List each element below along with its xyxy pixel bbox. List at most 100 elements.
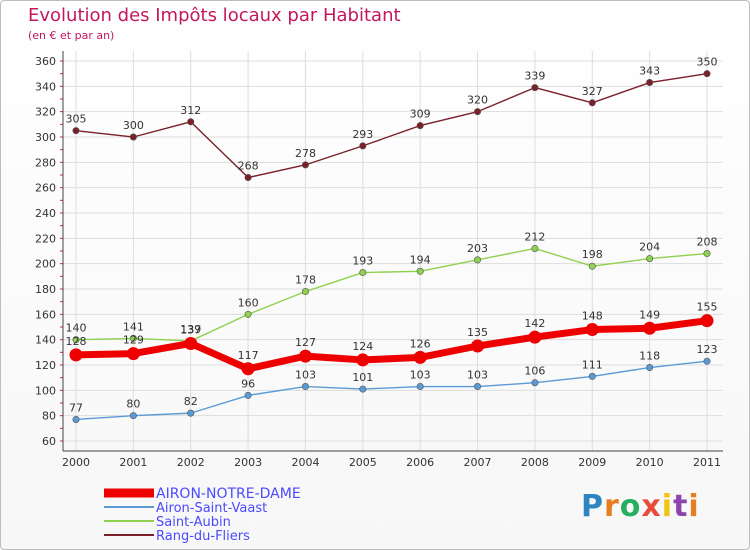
legend-label: Airon-Saint-Vaast	[156, 501, 267, 516]
data-point	[187, 409, 195, 417]
data-point	[244, 174, 252, 182]
data-point	[416, 383, 424, 391]
x-tick-label: 2010	[636, 456, 664, 469]
data-point	[301, 161, 309, 169]
data-label: 101	[352, 371, 373, 384]
y-tick-label: 180	[35, 283, 56, 296]
data-label: 128	[66, 335, 87, 348]
x-tick-label: 2009	[578, 456, 606, 469]
data-point	[416, 267, 424, 275]
data-point	[588, 262, 596, 270]
y-tick-label: 120	[35, 359, 56, 372]
data-label: 127	[295, 336, 316, 349]
y-tick-label: 340	[35, 80, 56, 93]
data-label: 103	[467, 369, 488, 382]
x-tick-label: 2000	[62, 456, 90, 469]
data-label: 212	[524, 230, 545, 243]
data-label: 124	[352, 340, 373, 353]
x-tick-label: 2006	[406, 456, 434, 469]
data-point	[129, 412, 137, 420]
data-label: 96	[241, 377, 255, 390]
y-tick-label: 280	[35, 156, 56, 169]
data-label: 194	[410, 253, 431, 266]
series-line	[75, 247, 708, 342]
data-label: 160	[238, 296, 259, 309]
data-point	[356, 353, 370, 367]
y-tick-label: 220	[35, 232, 56, 245]
y-tick-label: 360	[35, 55, 56, 68]
data-label: 80	[126, 398, 140, 411]
data-point	[474, 108, 482, 116]
data-label: 300	[123, 119, 144, 132]
data-label: 343	[639, 65, 660, 78]
data-point	[72, 415, 80, 423]
data-label: 208	[697, 236, 718, 249]
y-tick-label: 260	[35, 182, 56, 195]
chart-subtitle: (en € et par an)	[28, 29, 115, 42]
y-tick-label: 300	[35, 131, 56, 144]
data-label: 203	[467, 242, 488, 255]
legend-label: AIRON-NOTRE-DAME	[156, 486, 301, 502]
data-label: 293	[352, 128, 373, 141]
data-point	[643, 321, 657, 335]
data-label: 204	[639, 241, 660, 254]
data-label: 140	[66, 322, 87, 335]
y-tick-label: 60	[42, 435, 56, 448]
legend-label: Rang-du-Fliers	[156, 529, 250, 544]
data-point	[301, 383, 309, 391]
data-point	[359, 385, 367, 393]
data-label: 106	[524, 365, 545, 378]
data-point	[72, 127, 80, 135]
data-point	[528, 330, 542, 344]
data-label: 339	[524, 70, 545, 83]
x-tick-label: 2001	[119, 456, 147, 469]
data-label: 111	[582, 358, 603, 371]
data-point	[129, 133, 137, 141]
data-point	[241, 362, 255, 376]
data-point	[531, 244, 539, 252]
data-point	[298, 349, 312, 363]
data-point	[531, 379, 539, 387]
data-label: 149	[639, 308, 660, 321]
chart-title: Evolution des Impôts locaux par Habitant	[28, 5, 401, 26]
data-point	[413, 350, 427, 364]
data-label: 139	[180, 323, 201, 336]
data-point	[703, 250, 711, 258]
data-point	[588, 372, 596, 380]
data-label: 77	[69, 401, 83, 414]
data-point	[359, 269, 367, 277]
data-label: 305	[66, 113, 87, 126]
data-point	[72, 336, 80, 344]
data-label: 178	[295, 274, 316, 287]
data-point	[69, 348, 83, 362]
data-label: 135	[467, 326, 488, 339]
data-label: 312	[180, 104, 201, 117]
data-point	[585, 323, 599, 337]
data-label: 126	[410, 337, 431, 350]
data-point	[531, 84, 539, 92]
data-label: 141	[123, 320, 144, 333]
data-point	[244, 310, 252, 318]
data-point	[187, 118, 195, 126]
data-point	[700, 314, 714, 328]
data-label: 82	[184, 395, 198, 408]
data-point	[474, 256, 482, 264]
data-point	[416, 122, 424, 130]
data-label: 103	[295, 369, 316, 382]
y-tick-label: 320	[35, 106, 56, 119]
data-point	[126, 347, 140, 361]
data-point	[244, 391, 252, 399]
data-point	[301, 288, 309, 296]
x-tick-label: 2004	[291, 456, 319, 469]
data-point	[646, 364, 654, 372]
proxiti-logo: Proxiti	[581, 489, 700, 524]
data-label: 129	[123, 334, 144, 347]
data-label: 117	[238, 349, 259, 362]
y-tick-label: 240	[35, 207, 56, 220]
data-point	[129, 334, 137, 342]
data-label: 142	[524, 317, 545, 330]
y-tick-label: 100	[35, 384, 56, 397]
data-label: 309	[410, 108, 431, 121]
